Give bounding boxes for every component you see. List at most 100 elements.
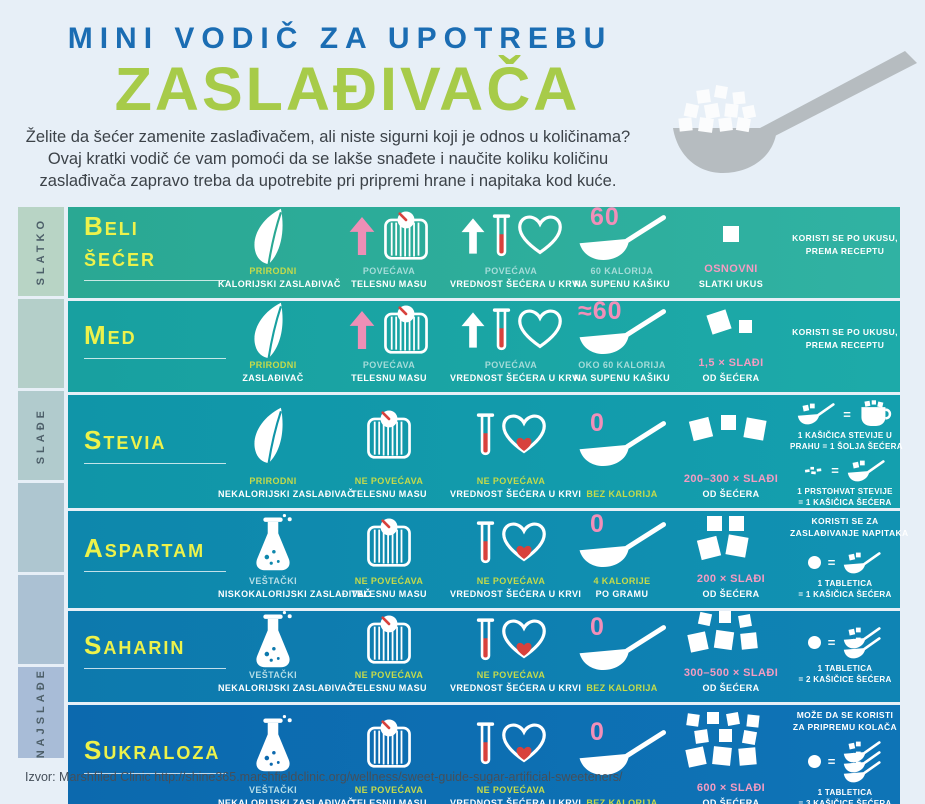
usage-note: KORISTI SE PO UKUSU, PREMA RECEPTU [792,232,898,256]
type-label: VEŠTAČKI [248,575,298,586]
scale-label-slatko: SLATKO [35,217,47,286]
page-title-line1: MINI VODIČ ZA UPOTREBU [67,22,613,55]
sweetness-scale-sidebar: SLATKO SLAĐE NAJSLAĐE [18,207,64,758]
up-arrow-icon [460,309,486,351]
up-arrow-icon [460,215,486,257]
scale-icon [365,518,413,568]
teaspoon-stack-icon [842,739,882,785]
equivalence-icons: = [790,400,900,428]
calorie-value: 0 [590,408,605,437]
sugar-cubes-icon [679,516,783,566]
spoon-icon: 0 [576,409,668,467]
sugar-cubes-icon [679,712,783,768]
sweetener-name: Aspartam [84,532,206,563]
scale-segment [18,482,64,572]
usage-note: KORISTI SE PO UKUSU, PREMA RECEPTU [792,326,898,350]
leaf-icon [249,406,297,464]
scale-label-najsladje: NAJSLAĐE [35,666,47,758]
table-row-sukraloza: Sukraloza VEŠTAČKI NEKALORIJSKI ZASLAĐIVA… [68,705,900,804]
sugar-cubes-icon [679,409,783,459]
type-label: PRIRODNI [249,475,297,486]
test-tube-icon [492,211,511,261]
intro-line: Želite da šećer zamenite zaslađivačem, a… [25,128,631,146]
intro-line: Ovaj kratki vodič će vam pomoći da se la… [47,149,609,168]
small-heart-icon [515,642,532,657]
equivalence-note: 1 TABLETICA = 1 KAŠIČICA ŠEĆERA [798,578,892,599]
type-label: VEŠTAČKI [248,669,298,680]
small-heart-icon [515,437,532,452]
spoon-icon: 0 [576,613,668,671]
sweetener-name: Sukraloza [84,734,221,765]
equivalence-icons: = [790,625,900,661]
tablet-icon [807,755,821,769]
divider [84,279,226,281]
leaf-icon [249,301,297,359]
divider [84,358,226,360]
type-label: VEŠTAČKI [248,784,298,795]
test-tube-icon [476,615,495,665]
equivalence-note: 1 PRSTOHVAT STEVIJE = 1 KAŠIČICA ŠEĆERA [797,486,893,507]
heart-icon [501,413,547,457]
teaspoon-icon [846,458,886,484]
calorie-value: 0 [590,613,605,642]
teaspoon-icon [842,550,882,576]
equivalence-note: 1 TABLETICA = 3 KAŠIČICE ŠEĆERA [798,787,892,804]
sugar-ladle-icon [673,51,917,173]
spoon-icon: ≈60 [576,297,668,355]
spoon-icon: 0 [576,510,668,568]
sweetness-factor: 1,5 × SLAĐI [698,357,764,370]
leaf-icon [249,207,297,265]
test-tube-icon [476,719,495,769]
equals-sign: = [827,555,836,571]
divider [84,570,226,572]
calorie-value: ≈60 [578,297,623,326]
pinch-icon [804,466,824,475]
table-row-stevia: Stevia PRIRODNI NEKALORIJSKI ZASLAĐIVAČ N… [68,395,903,508]
heart-icon [501,618,547,662]
intro-line: zaslađivača zapravo treba da upotrebite … [39,171,617,190]
tablet-icon [807,636,821,650]
small-heart-icon [515,746,532,761]
equivalence-note: 1 KAŠIČICA STEVIJE U PRAHU = 1 ŠOLJA ŠEĆE… [790,431,903,452]
test-tube-icon [492,305,511,355]
sweetener-name: Saharin [84,629,186,660]
tablet-icon [807,556,821,570]
sugar-cubes-icon [679,611,783,663]
calorie-value: 0 [590,718,605,746]
equivalence-note: 1 TABLETICA = 2 KAŠIČICE ŠEĆERA [798,663,892,684]
scale-icon [365,719,413,769]
scale-segment: SLATKO [18,207,64,296]
scale-icon [382,305,430,355]
scale-segment: NAJSLAĐE [18,666,64,758]
test-tube-icon [476,410,495,460]
teaspoon-stack-icon [842,625,882,661]
divider [84,463,226,465]
usage-note: KORISTI SE ZA ZASLAĐIVANJE NAPITAKA [790,515,909,539]
source-attribution: Izvor: Marshfiled Clinic http://shine365… [25,770,623,784]
usage-note: MOŽE DA SE KORISTI ZA PRIPREMU KOLAČA [792,710,898,733]
small-heart-icon [515,545,532,560]
scale-segment [18,574,64,664]
table-row-beli-secer: Beli šećer PRIRODNI KALORIJSKI ZASLAĐIVAČ… [68,203,900,299]
spoon-icon: 0 [576,718,668,776]
sugar-cubes-icon [679,210,783,260]
up-arrow-icon [348,214,376,258]
scale-segment: SLAĐE [18,390,64,480]
teaspoon-icon [796,401,836,427]
table-row-med: Med PRIRODNI ZASLAĐIVAČ POVEĆAVA TELESNU M… [68,297,900,393]
page-title-line2: ZASLAĐIVAČA [114,55,581,123]
sweetener-table: Beli šećer PRIRODNI KALORIJSKI ZASLAĐIVAČ… [68,203,909,804]
heart-icon [517,308,563,352]
equals-sign: = [827,754,836,770]
cup-icon [858,400,894,428]
type-label: PRIRODNI [249,266,297,276]
heart-icon [501,521,547,565]
scale-icon [365,410,413,460]
table-row-aspartam: Aspartam VEŠTAČKI NISKOKALORIJSKI ZASLAĐI… [68,510,909,608]
sweetener-name: Beli šećer [84,210,157,272]
sweetness-factor: OSNOVNI [704,263,758,276]
divider [84,772,226,774]
scale-segment [18,298,64,388]
divider [84,667,226,669]
